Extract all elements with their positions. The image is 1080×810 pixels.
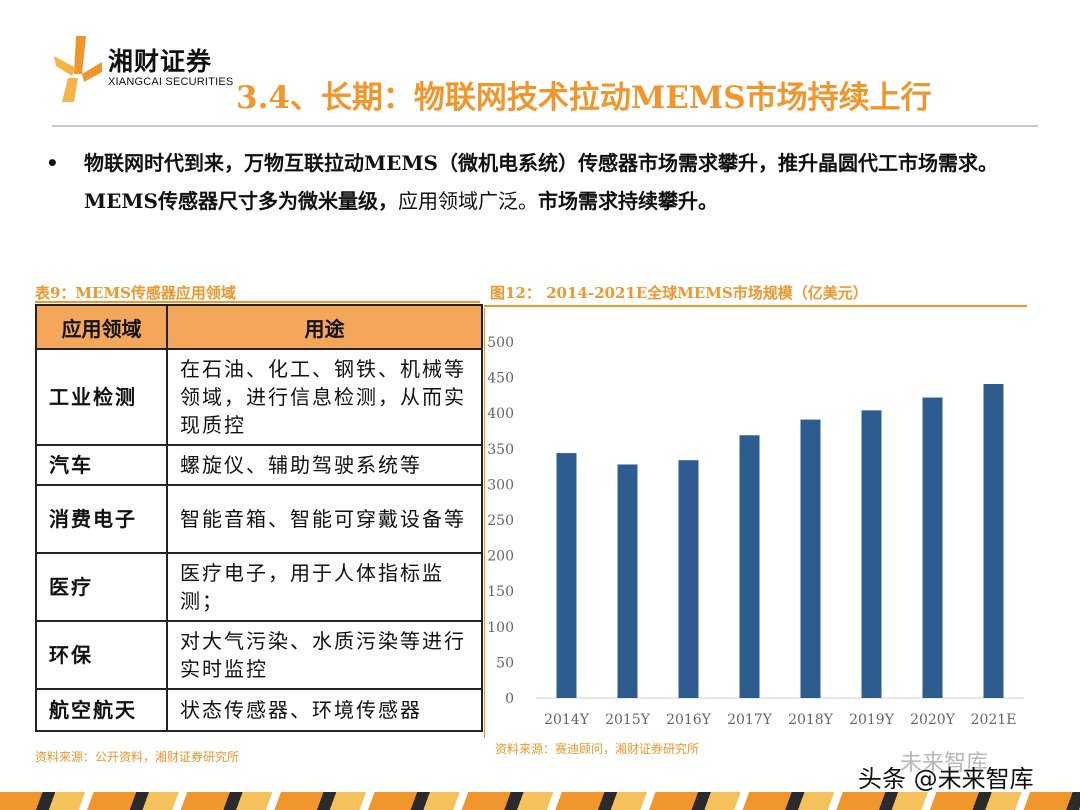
figure-frame-line xyxy=(484,308,485,738)
bar xyxy=(739,435,760,698)
bar xyxy=(800,419,821,698)
logo-name-en: XIANGCAI SECURITIES xyxy=(108,76,234,88)
slide-title: 3.4、长期：物联网技术拉动MEMS市场持续上行 xyxy=(236,80,932,116)
bullet-marker: • xyxy=(46,151,59,175)
table-row: 工业检测 在石油、化工、钢铁、机械等领域，进行信息检测，从而实现质控 xyxy=(35,348,483,446)
x-tick-label: 2019Y xyxy=(849,712,895,728)
table-row: 环保 对大气污染、水质污染等进行实时监控 xyxy=(35,620,483,690)
table-source-note: 资料来源：公开资料，湘财证券研究所 xyxy=(35,750,240,764)
bullet-end-text: 市场需求持续攀升。 xyxy=(537,189,718,213)
table-caption: 表9：MEMS传感器应用领域 xyxy=(35,284,236,302)
bullet-text: 物联网时代到来，万物互联拉动MEMS（微机电系统）传感器市场需求攀升，推升晶圆代… xyxy=(84,144,1044,220)
mems-applications-table: 应用领域 用途 工业检测 在石油、化工、钢铁、机械等领域，进行信息检测，从而实现… xyxy=(35,304,483,732)
bar xyxy=(617,464,638,698)
x-tick-label: 2016Y xyxy=(666,712,712,728)
bullet-normal-text: 应用领域广泛。 xyxy=(397,189,538,213)
watermark: 头条 @未来智库 xyxy=(858,765,1034,793)
bar xyxy=(983,384,1004,698)
footer-stripe xyxy=(0,792,1080,810)
table-cell-use: 智能音箱、智能可穿戴设备等 xyxy=(166,484,483,554)
x-tick-label: 2014Y xyxy=(544,712,590,728)
table-cell-field: 航空航天 xyxy=(35,688,168,732)
y-tick-label: 300 xyxy=(487,477,514,493)
figure-caption: 图12： 2014-2021E全球MEMS市场规模（亿美元） xyxy=(490,284,868,302)
table-row: 消费电子 智能音箱、智能可穿戴设备等 xyxy=(35,484,483,554)
table-row: 汽车 螺旋仪、辅助驾驶系统等 xyxy=(35,444,483,486)
logo-name-cn: 湘财证券 xyxy=(108,47,213,76)
y-tick-label: 450 xyxy=(487,371,514,387)
table-row: 航空航天 状态传感器、环境传感器 xyxy=(35,688,483,732)
y-tick-label: 50 xyxy=(496,655,514,671)
table-header-row: 应用领域 用途 xyxy=(35,304,483,350)
bar xyxy=(922,397,943,698)
y-tick-label: 350 xyxy=(487,442,514,458)
title-divider xyxy=(52,125,1038,127)
table-cell-use: 医疗电子，用于人体指标监测； xyxy=(166,552,483,622)
x-tick-label: 2021E xyxy=(971,712,1017,728)
x-tick-label: 2020Y xyxy=(910,712,956,728)
table-cell-use: 状态传感器、环境传感器 xyxy=(166,688,483,732)
company-logo: 湘财证券 XIANGCAI SECURITIES xyxy=(52,34,234,104)
watermark-faded: 未来智库 xyxy=(900,751,989,776)
y-tick-label: 400 xyxy=(487,406,514,422)
mems-market-bar-chart: 0 50 100 150 200 250 300 350 400 450 500 2014Y 2015Y… xyxy=(487,335,1024,728)
table-cell-field: 消费电子 xyxy=(35,484,168,554)
table-cell-field: 工业检测 xyxy=(35,348,168,446)
table-cell-field: 汽车 xyxy=(35,444,168,486)
table-header-use: 用途 xyxy=(166,304,483,350)
bar xyxy=(678,460,699,698)
table-header-field: 应用领域 xyxy=(35,304,168,350)
table-cell-use: 螺旋仪、辅助驾驶系统等 xyxy=(166,444,483,486)
y-tick-label: 150 xyxy=(487,584,514,600)
y-tick-label: 200 xyxy=(487,549,514,565)
y-tick-label: 500 xyxy=(487,335,514,351)
table-cell-use: 对大气污染、水质污染等进行实时监控 xyxy=(166,620,483,690)
y-tick-label: 0 xyxy=(505,691,514,707)
x-tick-label: 2015Y xyxy=(605,712,651,728)
bullet-bold-text: 物联网时代到来，万物互联拉动MEMS（微机电系统）传感器市场需求攀升，推升晶圆代… xyxy=(84,151,998,213)
table-cell-field: 环保 xyxy=(35,620,168,690)
x-tick-label: 2018Y xyxy=(788,712,834,728)
figure-caption-rule xyxy=(484,305,1027,307)
table-caption-rule xyxy=(35,301,480,303)
table-cell-field: 医疗 xyxy=(35,552,168,622)
y-tick-label: 250 xyxy=(487,513,514,529)
figure-source-note: 资料来源：赛迪顾问，湘财证券研究所 xyxy=(495,742,700,756)
bar xyxy=(861,410,882,698)
bar xyxy=(556,453,577,698)
logo-mark-icon xyxy=(54,36,102,102)
y-tick-label: 100 xyxy=(487,620,514,636)
table-cell-use: 在石油、化工、钢铁、机械等领域，进行信息检测，从而实现质控 xyxy=(166,348,483,446)
table-row: 医疗 医疗电子，用于人体指标监测； xyxy=(35,552,483,622)
x-tick-label: 2017Y xyxy=(727,712,773,728)
